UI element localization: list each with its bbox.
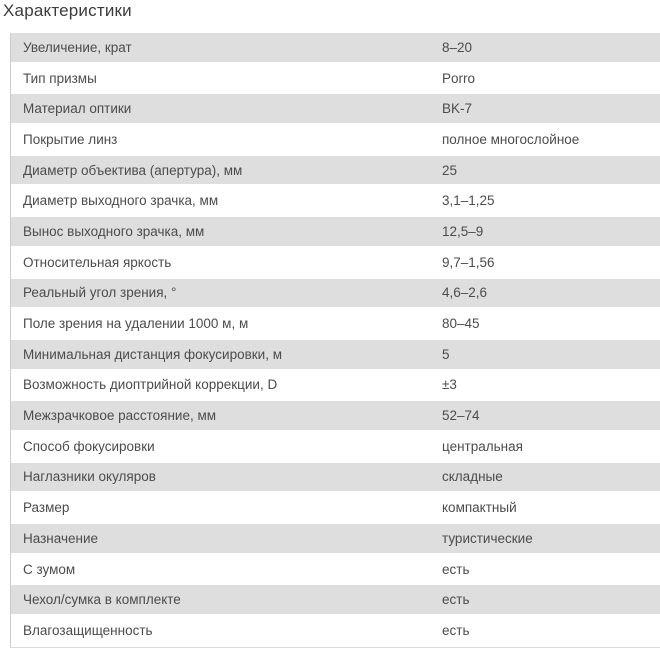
spec-value: 9,7–1,56 — [442, 254, 495, 270]
spec-value: складные — [442, 469, 503, 485]
spec-value: ±3 — [442, 377, 457, 393]
spec-label: Диаметр выходного зрачка, мм — [23, 193, 219, 209]
spec-row-purpose: Назначение туристические — [11, 524, 660, 555]
spec-value: BK-7 — [442, 101, 473, 117]
spec-label: Возможность диоптрийной коррекции, D — [23, 377, 278, 393]
spec-label: Межзрачковое расстояние, мм — [23, 408, 217, 424]
spec-label: Влагозащищенность — [23, 622, 153, 638]
spec-row-min-focus-distance: Минимальная дистанция фокусировки, м 5 — [11, 339, 660, 371]
spec-value: 80–45 — [442, 316, 480, 332]
spec-label: Вынос выходного зрачка, мм — [23, 223, 205, 239]
spec-row-magnification: Увеличение, крат 8–20 — [11, 33, 660, 64]
spec-row-real-angle-of-view: Реальный угол зрения, ° 4,6–2,6 — [11, 278, 660, 310]
spec-value: 4,6–2,6 — [442, 285, 488, 301]
spec-row-moisture-protection: Влагозащищенность есть — [11, 616, 660, 647]
spec-value: 5 — [442, 346, 450, 362]
spec-row-relative-brightness: Относительная яркость 9,7–1,56 — [11, 247, 660, 279]
spec-value: 52–74 — [442, 408, 480, 424]
spec-label: Реальный угол зрения, ° — [23, 285, 177, 301]
spec-value: 25 — [442, 162, 458, 178]
spec-label: Способ фокусировки — [23, 438, 155, 454]
spec-value: 8–20 — [442, 39, 473, 55]
spec-value: есть — [442, 561, 470, 577]
spec-row-optics-material: Материал оптики BK-7 — [11, 94, 660, 126]
spec-row-size: Размер компактный — [11, 493, 660, 524]
spec-table: Увеличение, крат 8–20 Тип призмы Porro М… — [10, 33, 660, 648]
spec-value: 12,5–9 — [442, 223, 484, 239]
spec-value: компактный — [442, 500, 517, 516]
spec-value: Porro — [442, 70, 476, 86]
spec-label: Тип призмы — [23, 70, 97, 86]
spec-row-case-included: Чехол/сумка в комплекте есть — [11, 585, 660, 617]
spec-label: Поле зрения на удалении 1000 м, м — [23, 316, 249, 332]
spec-row-lens-coating: Покрытие линз полное многослойное — [11, 125, 660, 156]
spec-row-exit-pupil-diameter: Диаметр выходного зрачка, мм 3,1–1,25 — [11, 186, 660, 218]
spec-label: Чехол/сумка в комплекте — [23, 592, 181, 608]
spec-label: Диаметр объектива (апертура), мм — [23, 162, 243, 178]
spec-label: Относительная яркость — [23, 254, 172, 270]
spec-label: Покрытие линз — [23, 131, 118, 147]
spec-value: 3,1–1,25 — [442, 193, 495, 209]
spec-value: есть — [442, 592, 470, 608]
spec-label: Наглазники окуляров — [23, 469, 156, 485]
spec-row-focusing-method: Способ фокусировки центральная — [11, 431, 660, 463]
spec-label: С зумом — [23, 561, 76, 577]
spec-label: Материал оптики — [23, 101, 132, 117]
page-title: Характеристики — [3, 1, 132, 20]
spec-row-interpupillary-distance: Межзрачковое расстояние, мм 52–74 — [11, 401, 660, 432]
spec-label: Увеличение, крат — [23, 39, 132, 55]
spec-label: Размер — [23, 500, 70, 516]
spec-row-with-zoom: С зумом есть — [11, 554, 660, 586]
spec-value: полное многослойное — [442, 131, 580, 147]
spec-row-eyecups: Наглазники окуляров складные — [11, 462, 660, 494]
spec-row-diopter-correction: Возможность диоптрийной коррекции, D ±3 — [11, 370, 660, 402]
spec-label: Назначение — [23, 530, 99, 546]
spec-label: Минимальная дистанция фокусировки, м — [23, 346, 282, 362]
spec-row-field-of-view-1000m: Поле зрения на удалении 1000 м, м 80–45 — [11, 309, 660, 340]
spec-value: есть — [442, 622, 470, 638]
spec-value: туристические — [442, 530, 533, 546]
spec-row-prism-type: Тип призмы Porro — [11, 63, 660, 95]
spec-row-objective-diameter: Диаметр объектива (апертура), мм 25 — [11, 155, 660, 187]
spec-row-eye-relief: Вынос выходного зрачка, мм 12,5–9 — [11, 217, 660, 248]
spec-value: центральная — [442, 438, 523, 454]
